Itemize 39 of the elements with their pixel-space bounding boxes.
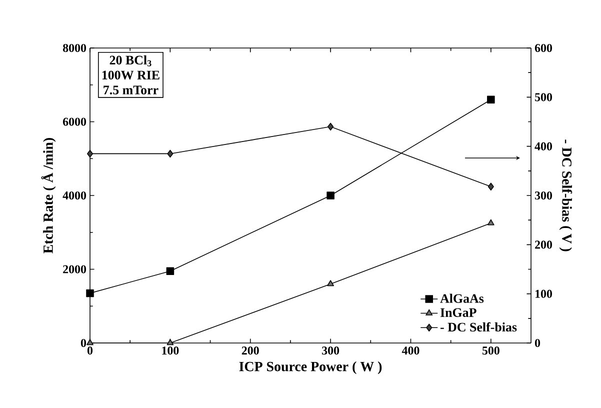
annotation: 20 BCl$_{3}$: [110, 55, 152, 66]
y2-tick-label: 400: [534, 142, 552, 150]
y2-tick-label: 500: [535, 93, 552, 102]
y-tick-label: 4000: [62, 191, 86, 200]
y-tick-label: 6000: [62, 118, 86, 126]
legend-label: - DC Self-bias: [440, 322, 517, 332]
x-tick-label: 200: [242, 346, 259, 355]
x-tick-label: 400: [402, 346, 420, 355]
y2-tick-label: 0: [534, 338, 540, 348]
y-tick-label: 8000: [62, 44, 86, 52]
point: [326, 192, 334, 200]
point: [167, 150, 174, 158]
point: [328, 122, 334, 131]
y2-tick-label: 300: [534, 191, 552, 200]
y-tick-label: 0: [80, 338, 86, 348]
y2-tick-label: 200: [535, 240, 552, 249]
point: [327, 280, 334, 286]
point: [166, 339, 174, 346]
legend-label: InGaP: [440, 308, 476, 317]
x-tick-label: 300: [322, 346, 340, 355]
x-axis-title: ICP Source Power ( W ): [239, 361, 382, 374]
point: [86, 289, 94, 298]
point: [488, 182, 494, 191]
point: [86, 339, 94, 346]
x-tick-label: 500: [482, 346, 500, 355]
y2-tick-label: 100: [535, 290, 552, 298]
legend-label: AlGaAs: [440, 294, 484, 303]
annotation: 7.5 mTorr: [104, 86, 158, 94]
y2-tick-label: 600: [534, 44, 552, 52]
point: [487, 96, 495, 104]
y2-axis-title: - DC Self-bias ( V ): [559, 140, 572, 252]
x-tick-label: 0: [87, 346, 93, 355]
point: [488, 219, 494, 226]
annotation: 100W RIE: [102, 70, 160, 80]
x-tick-label: 100: [162, 346, 179, 355]
y-tick-label: 2000: [63, 265, 86, 274]
point: [166, 267, 174, 275]
point: [86, 150, 94, 158]
y-axis-title: Etch Rate ( Å /min): [41, 138, 56, 254]
